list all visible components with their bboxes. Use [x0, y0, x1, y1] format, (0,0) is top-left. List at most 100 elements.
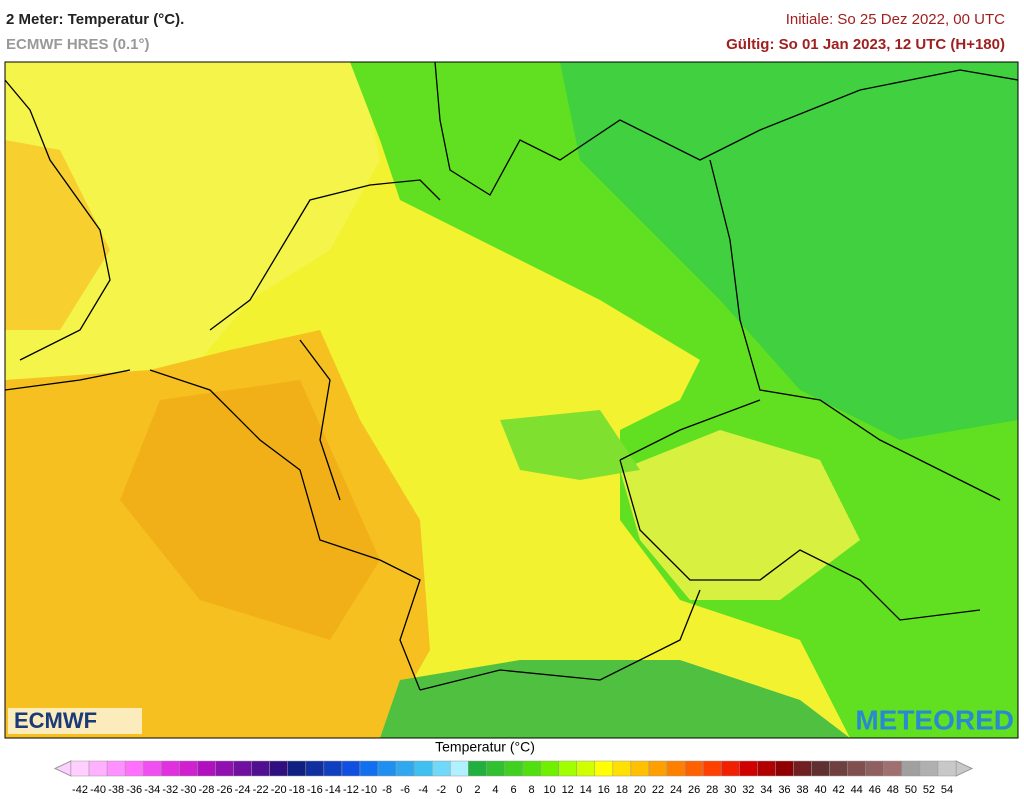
colorbar-swatch [937, 760, 957, 777]
colorbar-tick-label: -22 [253, 784, 269, 796]
colorbar-tick-label: 46 [869, 784, 881, 796]
colorbar-swatch [612, 760, 632, 777]
colorbar-swatch [720, 760, 740, 777]
colorbar-tick-label: -8 [382, 784, 392, 796]
colorbar-tick-label: -14 [325, 784, 341, 796]
colorbar-tick-label: 32 [742, 784, 754, 796]
field-alps [380, 660, 850, 738]
colorbar-tick-label: 38 [796, 784, 808, 796]
colorbar-swatch [161, 760, 180, 777]
colorbar-tick-label: 18 [616, 784, 628, 796]
colorbar-swatch [179, 760, 198, 777]
colorbar-tick-label: -12 [343, 784, 359, 796]
colorbar-tick-label: 6 [510, 784, 516, 796]
field-bohemia [620, 430, 860, 600]
colorbar-tick-label: 30 [724, 784, 736, 796]
map-frame [4, 61, 1019, 739]
colorbar-tick-label: 2 [474, 784, 480, 796]
colorbar-swatch [377, 760, 397, 777]
colorbar-swatch [829, 760, 848, 777]
field-baltic [560, 62, 1018, 440]
border-france [149, 369, 421, 691]
colorbar-arrow-right [955, 760, 974, 777]
colorbar-tick-label: -6 [400, 784, 410, 796]
colorbar-tick-label: 34 [760, 784, 772, 796]
colorbar-tick-label: -18 [289, 784, 305, 796]
map-field [5, 62, 1018, 738]
field-britain [5, 140, 110, 330]
field-west-warm2 [120, 380, 380, 640]
colorbar-swatch [793, 760, 812, 777]
colorbar-tick-label: -28 [198, 784, 214, 796]
colorbar-tick-label: 0 [456, 784, 462, 796]
colorbar-swatch [847, 760, 866, 777]
colorbar-swatch [522, 760, 541, 777]
colorbar-tick-label: 28 [706, 784, 718, 796]
field-harz [500, 410, 640, 480]
colorbar-swatch [684, 760, 704, 777]
colorbar-tick-label: -4 [418, 784, 428, 796]
colorbar-swatch [70, 760, 90, 777]
field-north-sea [5, 62, 380, 400]
model-name: ECMWF HRES (0.1°) [6, 36, 150, 53]
coastline-baltic [434, 62, 1018, 196]
colorbar-tick-label: -40 [90, 784, 106, 796]
colorbar-tick-label: -24 [235, 784, 251, 796]
colorbar-tick-label: -20 [271, 784, 287, 796]
colorbar-swatch [124, 760, 144, 777]
colorbar-tick-label: -42 [72, 784, 88, 796]
colorbar-tick-label: 22 [652, 784, 664, 796]
colorbar-swatch [323, 760, 343, 777]
colorbar-tick-label: 42 [833, 784, 845, 796]
border-czechia [619, 399, 981, 621]
meteored-logo: METEORED [855, 704, 1014, 735]
colorbar-tick-label: 44 [851, 784, 863, 796]
colorbar-tick-label: 48 [887, 784, 899, 796]
colorbar-tick-label: -36 [126, 784, 142, 796]
border-poland [709, 159, 1001, 501]
colorbar-tick-label: 50 [905, 784, 917, 796]
colorbar-swatch [142, 760, 162, 777]
colorbar-swatch [558, 760, 577, 777]
colorbar-tick-label: 26 [688, 784, 700, 796]
ecmwf-logo: ECMWF [14, 708, 97, 733]
borders [5, 62, 1018, 691]
colorbar-swatch [413, 760, 433, 777]
colorbar-swatch [811, 760, 830, 777]
colorbar-swatch [251, 760, 270, 777]
colorbar-swatch [395, 760, 415, 777]
colorbar-swatch [630, 760, 650, 777]
ecmwf-logo-bg [8, 708, 142, 734]
colorbar-swatch [233, 760, 252, 777]
colorbar-swatch [431, 760, 451, 777]
coastline-nl-de [209, 179, 441, 331]
colorbar-swatch [450, 760, 469, 777]
colorbar-tick-label: -34 [144, 784, 160, 796]
colorbar-swatch [576, 760, 596, 777]
colorbar-swatch [504, 760, 523, 777]
colorbar-swatch [775, 760, 794, 777]
colorbar-tick-label: -2 [436, 784, 446, 796]
colorbar-swatch [540, 760, 559, 777]
colorbar-tick-label: 10 [544, 784, 556, 796]
colorbar-swatch [287, 760, 307, 777]
colorbar-tick-label: 24 [670, 784, 682, 796]
colorbar-swatch [865, 760, 885, 777]
colorbar-tick-label: -26 [217, 784, 233, 796]
valid-time: Gültig: So 01 Jan 2023, 12 UTC (H+180) [726, 36, 1005, 53]
colorbar-swatch [702, 760, 722, 777]
init-time: Initiale: So 25 Dez 2022, 00 UTC [786, 11, 1005, 28]
colorbar-swatch [106, 760, 126, 777]
colorbar-swatch [666, 760, 686, 777]
colorbar-tick-label: 36 [778, 784, 790, 796]
colorbar-tick-label: -30 [180, 784, 196, 796]
colorbar-swatch [739, 760, 758, 777]
colorbar-swatch [486, 760, 505, 777]
colorbar-swatch [648, 760, 668, 777]
colorbar-swatch [305, 760, 325, 777]
colorbar-swatch [359, 760, 379, 777]
colorbar: -42 -40 -38 -36 -34 -32 -30 -28 -26 -24 -22 -20 -18-… [53, 760, 974, 796]
colorbar-swatch [901, 760, 921, 777]
colorbar-label: Temperatur (°C) [435, 739, 535, 755]
